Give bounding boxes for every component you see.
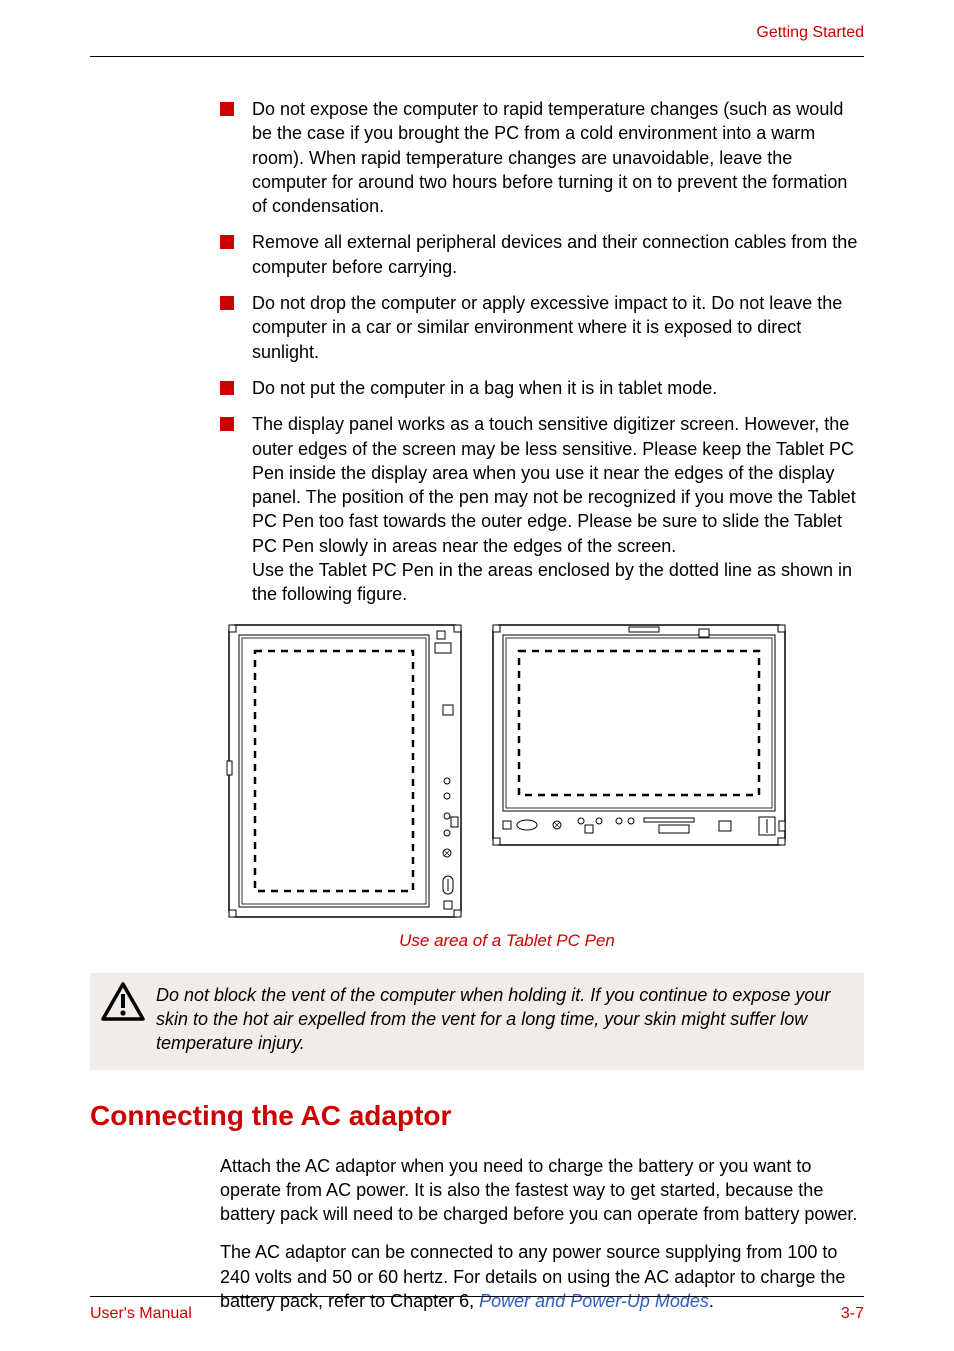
bullet-text: Do not expose the computer to rapid temp… <box>252 97 864 218</box>
list-item: The display panel works as a touch sensi… <box>220 412 864 606</box>
figure-caption: Use area of a Tablet PC Pen <box>90 931 864 951</box>
list-item: Remove all external peripheral devices a… <box>220 230 864 279</box>
bullet-text: The display panel works as a touch sensi… <box>252 412 864 606</box>
page-header: Getting Started <box>90 24 864 48</box>
warning-callout: Do not block the vent of the computer wh… <box>90 973 864 1070</box>
bullet-text: Do not drop the computer or apply excess… <box>252 291 864 364</box>
page-footer: User's Manual 3-7 <box>90 1305 864 1323</box>
figure-tablet-landscape <box>489 621 789 849</box>
figure-tablet-portrait <box>225 621 465 921</box>
paragraph: Attach the AC adaptor when you need to c… <box>90 1154 864 1227</box>
page: Getting Started Do not expose the comput… <box>0 0 954 1351</box>
bullet-square-icon <box>220 235 234 249</box>
footer-left: User's Manual <box>90 1305 192 1323</box>
bullet-square-icon <box>220 296 234 310</box>
figure-row <box>90 621 864 921</box>
bullet-square-icon <box>220 381 234 395</box>
bullet-text: Do not put the computer in a bag when it… <box>252 376 864 400</box>
footer-right: 3-7 <box>841 1305 864 1323</box>
list-item: Do not put the computer in a bag when it… <box>220 376 864 400</box>
warning-text: Do not block the vent of the computer wh… <box>156 979 854 1064</box>
content-area: Do not expose the computer to rapid temp… <box>90 57 864 1313</box>
footer-rule <box>90 1296 864 1297</box>
warning-icon <box>90 979 156 1064</box>
bullet-square-icon <box>220 417 234 431</box>
section-heading: Connecting the AC adaptor <box>90 1100 864 1132</box>
bullet-list: Do not expose the computer to rapid temp… <box>90 97 864 607</box>
list-item: Do not expose the computer to rapid temp… <box>220 97 864 218</box>
list-item: Do not drop the computer or apply excess… <box>220 291 864 364</box>
bullet-square-icon <box>220 102 234 116</box>
paragraph: The AC adaptor can be connected to any p… <box>90 1240 864 1313</box>
bullet-text: Remove all external peripheral devices a… <box>252 230 864 279</box>
